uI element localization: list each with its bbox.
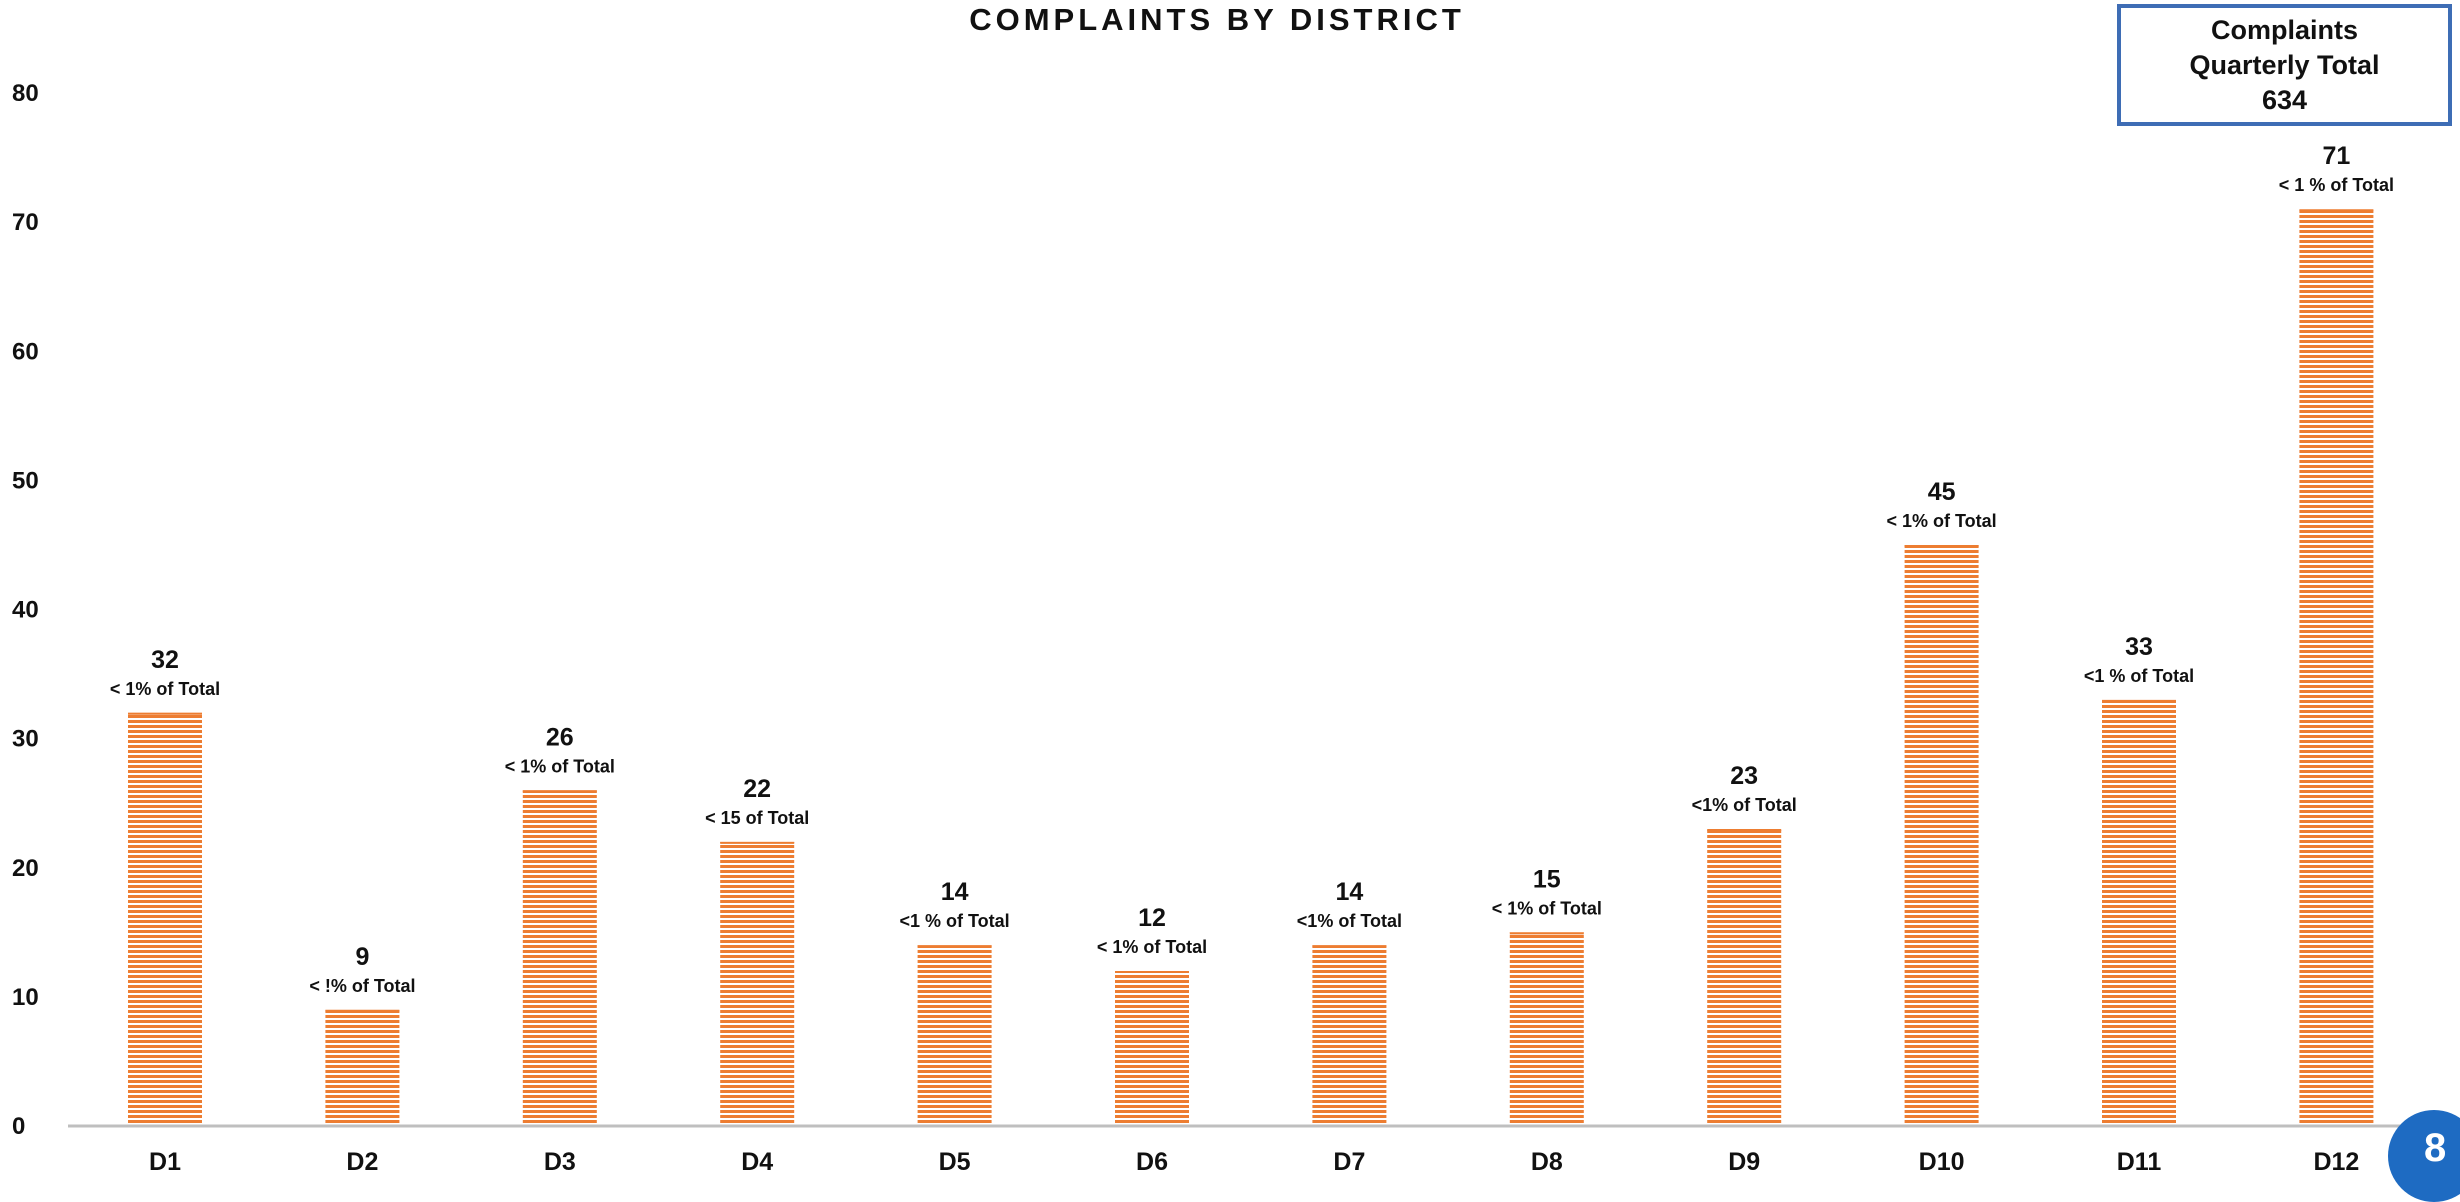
bar-d10 — [1904, 544, 1979, 1126]
quarterly-total-box: Complaints Quarterly Total 634 — [2117, 4, 2452, 126]
x-tick-label: D7 — [1333, 1148, 1365, 1176]
bar-value-label: 14 — [941, 878, 969, 906]
total-box-value: 634 — [2261, 84, 2308, 115]
bar-value-label: 26 — [546, 723, 574, 751]
chart-title: COMPLAINTS BY DISTRICT — [969, 2, 1465, 37]
bar-percent-annotation: < 1% of Total — [1097, 937, 1207, 957]
bar-d6 — [1115, 971, 1189, 1126]
bar-d8 — [1509, 932, 1584, 1126]
x-tick-label: D1 — [149, 1148, 181, 1176]
bar-value-label: 14 — [1335, 878, 1363, 906]
x-tick-label: D11 — [2117, 1148, 2162, 1176]
bar-d7 — [1312, 945, 1387, 1126]
bar-percent-annotation: <1% of Total — [1297, 911, 1402, 931]
bar-percent-annotation: <1 % of Total — [900, 911, 1010, 931]
y-tick-label: 60 — [12, 338, 39, 365]
bar-percent-annotation: < 1% of Total — [110, 679, 220, 699]
x-tick-label: D9 — [1728, 1148, 1760, 1176]
x-tick-label: D6 — [1136, 1148, 1168, 1176]
bar-percent-annotation: < !% of Total — [309, 976, 415, 996]
y-tick-label: 30 — [12, 726, 39, 753]
bar-d12 — [2299, 209, 2374, 1126]
bar-percent-annotation: < 1 % of Total — [2279, 175, 2394, 195]
bar-d3 — [522, 790, 597, 1126]
x-tick-label: D8 — [1531, 1148, 1563, 1176]
bar-percent-annotation: < 1% of Total — [1492, 898, 1602, 918]
y-tick-label: 80 — [12, 80, 39, 107]
y-tick-label: 50 — [12, 467, 39, 494]
bar-value-label: 33 — [2125, 633, 2153, 661]
x-tick-label: D5 — [939, 1148, 971, 1176]
bar-d2 — [325, 1009, 400, 1126]
total-box-line-1: Complaints — [2210, 14, 2358, 45]
bar-value-label: 23 — [1730, 762, 1758, 790]
x-tick-label: D4 — [741, 1148, 773, 1176]
bar-percent-annotation: < 1% of Total — [1887, 511, 1997, 531]
x-tick-label: D12 — [2313, 1148, 2359, 1176]
y-tick-label: 0 — [12, 1113, 25, 1140]
x-tick-label: D10 — [1919, 1148, 1965, 1176]
bar-value-label: 15 — [1533, 865, 1561, 893]
bar-value-label: 32 — [151, 646, 179, 674]
y-tick-label: 20 — [12, 855, 39, 882]
bar-value-label: 45 — [1928, 478, 1956, 506]
bar-value-label: 12 — [1138, 904, 1166, 932]
bar-d11 — [2102, 699, 2176, 1126]
bar-d4 — [720, 841, 795, 1126]
bar-d1 — [128, 712, 202, 1126]
bar-percent-annotation: < 15 of Total — [705, 808, 809, 828]
bar-d9 — [1707, 829, 1782, 1126]
bar-value-label: 9 — [355, 943, 369, 971]
x-tick-label: D2 — [346, 1148, 378, 1176]
y-tick-label: 10 — [12, 984, 39, 1011]
y-tick-label: 40 — [12, 597, 39, 624]
x-tick-label: D3 — [544, 1148, 576, 1176]
bar-value-label: 71 — [2322, 142, 2350, 170]
bar-percent-annotation: <1% of Total — [1692, 795, 1797, 815]
total-box-line-2: Quarterly Total — [2189, 49, 2380, 80]
bar-value-label: 22 — [743, 775, 771, 803]
y-tick-label: 70 — [12, 209, 39, 236]
bar-percent-annotation: <1 % of Total — [2084, 666, 2194, 686]
bar-percent-annotation: < 1% of Total — [505, 756, 615, 776]
bar-d5 — [917, 945, 992, 1126]
